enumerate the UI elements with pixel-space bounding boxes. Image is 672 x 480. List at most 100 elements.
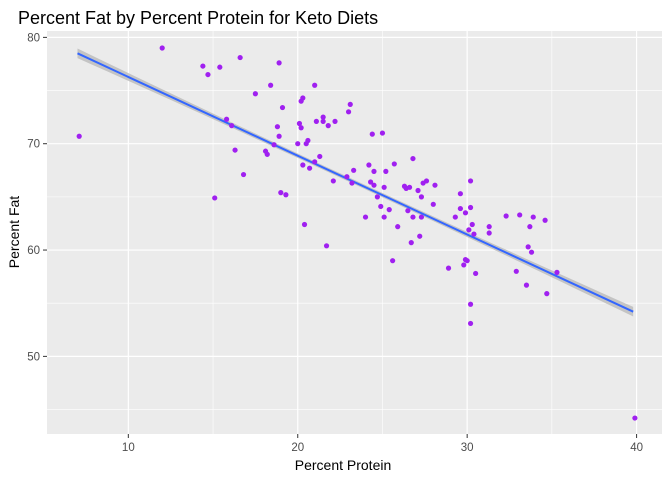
data-point — [276, 133, 282, 139]
data-point — [417, 233, 423, 239]
data-point — [371, 182, 377, 188]
data-point — [469, 221, 475, 228]
chart-title: Percent Fat by Percent Protein for Keto … — [18, 8, 378, 28]
data-point — [362, 214, 369, 220]
data-point — [217, 64, 223, 70]
data-point — [457, 205, 463, 212]
data-point — [320, 114, 326, 120]
data-point — [410, 155, 416, 162]
y-tick-label: 80 — [27, 32, 40, 44]
data-point — [300, 162, 306, 168]
data-point — [395, 224, 401, 230]
data-point — [367, 179, 374, 185]
data-point — [381, 214, 387, 220]
major-gridlines — [47, 31, 662, 434]
data-point — [312, 82, 318, 88]
data-point — [523, 282, 530, 288]
x-tick-label: 30 — [461, 442, 474, 454]
data-point — [371, 168, 377, 174]
x-axis-ticks: 10 20 30 40 — [122, 434, 643, 454]
data-point — [252, 91, 258, 97]
data-point — [467, 301, 474, 307]
data-point — [232, 147, 238, 153]
data-point — [418, 194, 425, 200]
minor-gridlines — [47, 31, 662, 434]
data-point — [271, 142, 277, 148]
data-point — [347, 101, 353, 107]
data-point — [349, 180, 355, 186]
data-point — [320, 118, 326, 124]
data-point — [486, 230, 492, 236]
data-point — [366, 162, 372, 168]
data-point — [467, 320, 474, 327]
data-point — [344, 174, 350, 180]
data-point — [542, 217, 548, 223]
data-point — [408, 240, 414, 246]
data-point — [632, 415, 638, 421]
data-point — [332, 118, 338, 124]
data-point — [406, 184, 413, 190]
data-point — [544, 291, 550, 297]
y-tick-label: 70 — [27, 139, 40, 151]
y-axis-title: Percent Fat — [6, 196, 22, 268]
data-point — [205, 71, 211, 78]
data-point — [369, 131, 375, 137]
data-point — [432, 182, 438, 188]
x-tick-label: 10 — [122, 442, 135, 454]
data-point — [301, 221, 308, 228]
data-point — [305, 137, 311, 144]
data-point — [554, 269, 560, 275]
data-point — [379, 130, 386, 136]
data-point — [383, 168, 389, 174]
data-point — [467, 178, 474, 184]
data-point — [390, 258, 396, 264]
x-axis-title: Percent Protein — [295, 457, 392, 473]
data-point — [445, 265, 452, 271]
data-point — [374, 194, 380, 200]
data-point — [325, 123, 331, 129]
data-point — [525, 244, 531, 250]
data-point — [268, 82, 274, 88]
x-tick-label: 40 — [630, 442, 643, 454]
data-point — [296, 120, 303, 127]
data-point — [381, 184, 387, 190]
data-point — [159, 45, 165, 51]
data-point — [345, 109, 352, 115]
x-tick-label: 20 — [291, 442, 304, 454]
data-point — [503, 213, 509, 219]
data-point — [471, 231, 477, 237]
data-point — [279, 104, 286, 111]
plot-panel — [47, 31, 662, 434]
data-point — [430, 201, 436, 207]
data-point — [278, 190, 284, 196]
data-point — [317, 153, 323, 160]
data-point — [212, 195, 218, 201]
data-point — [452, 214, 458, 220]
data-point — [330, 178, 336, 184]
data-point — [457, 191, 463, 197]
data-point — [410, 214, 416, 220]
data-point — [300, 95, 306, 101]
data-point — [283, 192, 289, 198]
data-point — [295, 141, 301, 147]
data-point — [513, 268, 519, 274]
data-point — [298, 125, 304, 131]
fit-line — [77, 52, 634, 313]
data-point — [486, 224, 492, 230]
data-point — [423, 178, 430, 184]
data-point — [391, 161, 397, 167]
data-point — [274, 124, 281, 130]
data-point — [415, 187, 421, 194]
data-point — [530, 214, 536, 220]
data-point — [467, 204, 474, 211]
y-tick-label: 60 — [27, 245, 40, 257]
data-point — [200, 63, 206, 69]
data-point — [76, 133, 82, 139]
data-point — [307, 165, 313, 171]
data-point — [378, 203, 384, 210]
data-point — [351, 167, 357, 173]
data-point — [405, 208, 411, 214]
data-point — [527, 224, 533, 230]
data-point — [223, 116, 230, 122]
